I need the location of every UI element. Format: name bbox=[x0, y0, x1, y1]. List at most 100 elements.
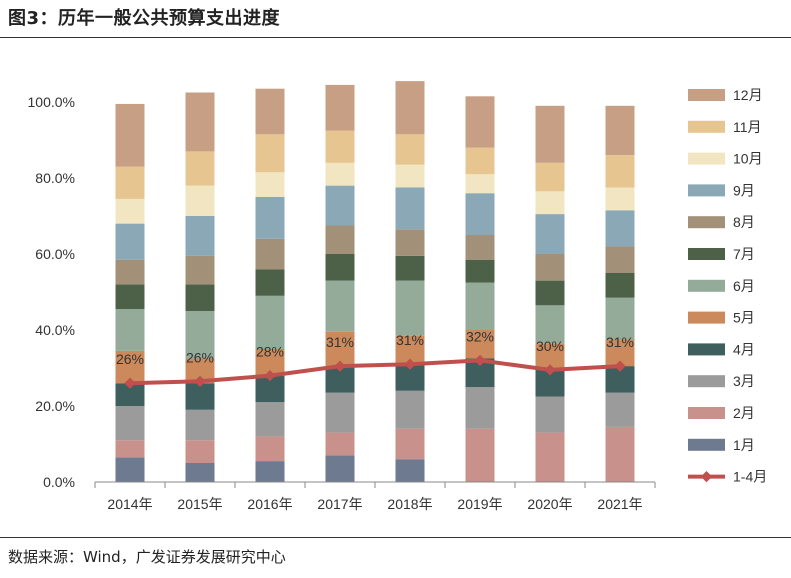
legend-label: 9月 bbox=[733, 182, 755, 198]
source-note: 数据来源：Wind，广发证券发展研究中心 bbox=[8, 546, 286, 567]
bar-segment bbox=[606, 155, 635, 187]
legend-label: 8月 bbox=[733, 214, 755, 230]
bar-segment bbox=[396, 134, 425, 164]
legend-label: 2月 bbox=[733, 405, 755, 421]
line-data-label: 30% bbox=[536, 338, 564, 354]
bar-segment bbox=[466, 193, 495, 235]
bar-segment bbox=[116, 309, 145, 351]
line-data-label: 31% bbox=[326, 334, 354, 350]
legend-swatch bbox=[688, 184, 725, 196]
bar-segment bbox=[256, 134, 285, 172]
legend-label: 4月 bbox=[733, 341, 755, 357]
bar-segment bbox=[116, 406, 145, 440]
legend-swatch bbox=[688, 407, 725, 419]
legend-label: 12月 bbox=[733, 87, 763, 103]
bar-segment bbox=[186, 383, 215, 410]
bar-segment bbox=[116, 199, 145, 224]
bar-segment bbox=[256, 239, 285, 269]
bar-segment bbox=[186, 463, 215, 482]
line-data-label: 31% bbox=[606, 334, 634, 350]
bar-segment bbox=[396, 391, 425, 429]
bar-segment bbox=[116, 104, 145, 167]
bar-segment bbox=[116, 224, 145, 260]
line-data-label: 31% bbox=[396, 332, 424, 348]
legend-swatch bbox=[688, 280, 725, 292]
line-data-label: 32% bbox=[466, 328, 494, 344]
bar-segment bbox=[536, 214, 565, 254]
bar-segment bbox=[326, 455, 355, 482]
x-tick-label: 2020年 bbox=[527, 496, 572, 512]
bar-segment bbox=[326, 131, 355, 163]
x-tick-label: 2016年 bbox=[247, 496, 292, 512]
bar-segment bbox=[186, 284, 215, 311]
bar-segment bbox=[606, 427, 635, 482]
bar-segment bbox=[186, 440, 215, 463]
bar-segment bbox=[186, 216, 215, 256]
bar-segment bbox=[116, 167, 145, 199]
bar-segment bbox=[536, 433, 565, 482]
bar-segment bbox=[466, 148, 495, 175]
bar-segment bbox=[536, 397, 565, 433]
line-data-label: 28% bbox=[256, 344, 284, 360]
legend-label: 10月 bbox=[733, 151, 763, 167]
bar-segment bbox=[116, 284, 145, 309]
legend: 12月 11月 10月 9月 8月 7月 6月 5月 4月 3月 2月 1月 1-4月 bbox=[688, 87, 767, 485]
bar-segment bbox=[116, 440, 145, 457]
bar-segment bbox=[116, 457, 145, 482]
line-data-label: 26% bbox=[186, 349, 214, 365]
legend-swatch bbox=[688, 216, 725, 228]
legend-label: 7月 bbox=[733, 246, 755, 262]
legend-swatch bbox=[688, 375, 725, 387]
legend-label: 3月 bbox=[733, 373, 755, 389]
bar-segment bbox=[326, 433, 355, 456]
legend-label: 6月 bbox=[733, 278, 755, 294]
bar-segment bbox=[466, 387, 495, 429]
bar-segment bbox=[256, 436, 285, 461]
bar-segment bbox=[606, 393, 635, 427]
legend-line-marker bbox=[701, 471, 712, 482]
bar-segment bbox=[466, 283, 495, 331]
bar-segment bbox=[186, 151, 215, 185]
legend-swatch bbox=[688, 439, 725, 451]
bar-segment bbox=[186, 410, 215, 440]
bar-segment bbox=[606, 106, 635, 155]
bar-segment bbox=[466, 429, 495, 482]
bar-segment bbox=[536, 254, 565, 281]
x-tick-label: 2015年 bbox=[177, 496, 222, 512]
bar-segment bbox=[396, 188, 425, 230]
bar-segment bbox=[186, 186, 215, 216]
bar-segment bbox=[536, 163, 565, 192]
y-tick-label: 60.0% bbox=[35, 246, 75, 262]
y-tick-label: 20.0% bbox=[35, 398, 75, 414]
legend-swatch bbox=[688, 89, 725, 101]
bar-segment bbox=[536, 106, 565, 163]
legend-label: 1月 bbox=[733, 437, 755, 453]
bar-segment bbox=[466, 96, 495, 147]
legend-swatch bbox=[688, 343, 725, 355]
bar-segment bbox=[256, 89, 285, 135]
bar-segment bbox=[256, 296, 285, 349]
bar-segment bbox=[326, 393, 355, 433]
bar-segment bbox=[536, 191, 565, 214]
x-tick-label: 2021年 bbox=[597, 496, 642, 512]
x-tick-label: 2018年 bbox=[387, 496, 432, 512]
legend-label: 1-4月 bbox=[733, 469, 767, 485]
y-tick-label: 100.0% bbox=[28, 94, 75, 110]
bar-segment bbox=[396, 165, 425, 188]
legend-swatch bbox=[688, 121, 725, 133]
y-tick-label: 0.0% bbox=[43, 474, 75, 490]
bar-segment bbox=[186, 256, 215, 285]
bar-segment bbox=[536, 281, 565, 306]
bar-segment bbox=[256, 269, 285, 296]
bar-segment bbox=[256, 172, 285, 197]
bar-segment bbox=[606, 210, 635, 246]
bar-segment bbox=[396, 256, 425, 281]
bar-segment bbox=[606, 188, 635, 211]
stacked-bar-chart: 0.0%20.0%40.0%60.0%80.0%100.0%2014年 2015年… bbox=[0, 0, 791, 578]
bar-segment bbox=[256, 461, 285, 482]
bar-segment bbox=[116, 260, 145, 285]
bar-segment bbox=[466, 235, 495, 260]
legend-swatch bbox=[688, 248, 725, 260]
bar-segment bbox=[466, 174, 495, 193]
line-data-label: 26% bbox=[116, 351, 144, 367]
